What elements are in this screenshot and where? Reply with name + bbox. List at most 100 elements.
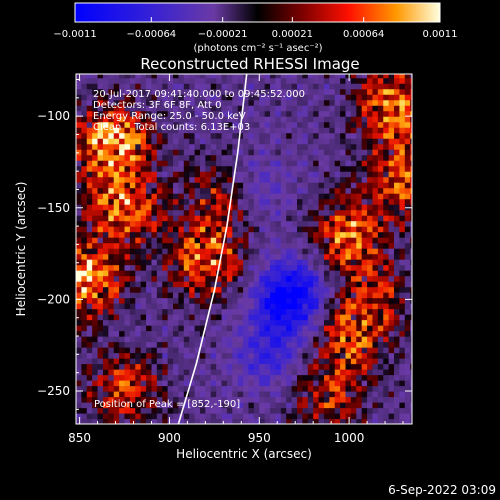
heatmap-cell	[189, 171, 196, 178]
heatmap-cell	[356, 132, 363, 139]
heatmap-cell	[113, 99, 120, 106]
heatmap-cell	[323, 308, 330, 315]
heatmap-cell	[216, 171, 223, 178]
heatmap-cell	[124, 374, 131, 381]
heatmap-cell	[108, 182, 115, 189]
heatmap-cell	[108, 74, 115, 79]
heatmap-cell	[189, 402, 196, 409]
heatmap-cell	[302, 116, 309, 123]
heatmap-cell	[259, 215, 266, 222]
heatmap-cell	[307, 231, 314, 238]
heatmap-cell	[313, 198, 320, 205]
heatmap-cell	[367, 303, 374, 310]
heatmap-cell	[199, 363, 206, 370]
heatmap-cell	[340, 407, 347, 414]
heatmap-cell	[226, 286, 233, 293]
heatmap-cell	[297, 418, 303, 424]
heatmap-cell	[113, 413, 120, 420]
heatmap-cell	[135, 187, 142, 194]
heatmap-cell	[259, 248, 266, 255]
heatmap-cell	[167, 336, 174, 343]
heatmap-cell	[404, 248, 411, 255]
heatmap-cell	[356, 347, 363, 354]
heatmap-cell	[323, 325, 330, 332]
heatmap-cell	[178, 231, 185, 238]
heatmap-cell	[162, 352, 169, 359]
heatmap-cell	[302, 319, 309, 326]
heatmap-cell	[232, 83, 239, 90]
heatmap-cell	[399, 380, 406, 387]
heatmap-cell	[307, 259, 314, 266]
heatmap-cell	[129, 209, 136, 216]
heatmap-cell	[356, 358, 363, 365]
heatmap-cell	[210, 297, 217, 304]
heatmap-cell	[361, 396, 368, 403]
heatmap-cell	[329, 165, 336, 172]
heatmap-cell	[372, 303, 379, 310]
heatmap-cell	[102, 193, 109, 200]
heatmap-cell	[253, 198, 260, 205]
heatmap-cell	[210, 314, 217, 321]
heatmap-cell	[313, 259, 320, 266]
heatmap-cell	[264, 270, 271, 277]
heatmap-cell	[243, 198, 250, 205]
heatmap-cell	[92, 286, 99, 293]
heatmap-cell	[394, 77, 401, 84]
heatmap-cell	[194, 336, 201, 343]
heatmap-cell	[399, 418, 406, 424]
heatmap-cell	[232, 385, 239, 392]
heatmap-cell	[280, 308, 287, 315]
heatmap-cell	[113, 74, 120, 79]
heatmap-cell	[92, 198, 99, 205]
heatmap-cell	[367, 347, 374, 354]
heatmap-cell	[194, 270, 201, 277]
heatmap-cell	[361, 220, 368, 227]
heatmap-cell	[194, 193, 201, 200]
heatmap-cell	[243, 303, 250, 310]
heatmap-cell	[350, 363, 357, 370]
heatmap-cell	[124, 253, 131, 260]
heatmap-cell	[275, 237, 282, 244]
heatmap-cell	[162, 116, 169, 123]
heatmap-cell	[146, 319, 153, 326]
heatmap-cell	[275, 314, 282, 321]
heatmap-cell	[286, 154, 293, 161]
heatmap-cell	[156, 297, 163, 304]
heatmap-cell	[270, 226, 277, 233]
heatmap-cell	[232, 407, 239, 414]
heatmap-cell	[394, 341, 401, 348]
heatmap-cell	[194, 215, 201, 222]
heatmap-cell	[307, 187, 314, 194]
heatmap-cell	[178, 270, 185, 277]
heatmap-cell	[334, 165, 341, 172]
heatmap-cell	[253, 358, 260, 365]
heatmap-cell	[394, 198, 401, 205]
heatmap-cell	[383, 270, 390, 277]
heatmap-cell	[383, 220, 390, 227]
heatmap-cell	[286, 165, 293, 172]
heatmap-cell	[313, 407, 320, 414]
heatmap-cell	[388, 171, 395, 178]
heatmap-cell	[210, 143, 217, 150]
heatmap-cell	[237, 358, 244, 365]
heatmap-cell	[189, 330, 196, 337]
heatmap-cell	[356, 264, 363, 271]
heatmap-cell	[189, 143, 196, 150]
heatmap-cell	[140, 380, 147, 387]
heatmap-cell	[162, 248, 169, 255]
heatmap-cell	[76, 281, 82, 288]
heatmap-cell	[297, 193, 303, 200]
heatmap-cell	[183, 347, 190, 354]
heatmap-cell	[340, 77, 347, 84]
heatmap-cell	[167, 396, 174, 403]
heatmap-cell	[329, 231, 336, 238]
heatmap-cell	[253, 303, 260, 310]
heatmap-cell	[323, 105, 330, 112]
heatmap-cell	[356, 292, 363, 299]
heatmap-cell	[81, 286, 88, 293]
heatmap-cell	[102, 369, 109, 376]
heatmap-cell	[178, 303, 185, 310]
heatmap-cell	[221, 374, 228, 381]
heatmap-cell	[259, 121, 266, 128]
heatmap-cell	[189, 292, 196, 299]
